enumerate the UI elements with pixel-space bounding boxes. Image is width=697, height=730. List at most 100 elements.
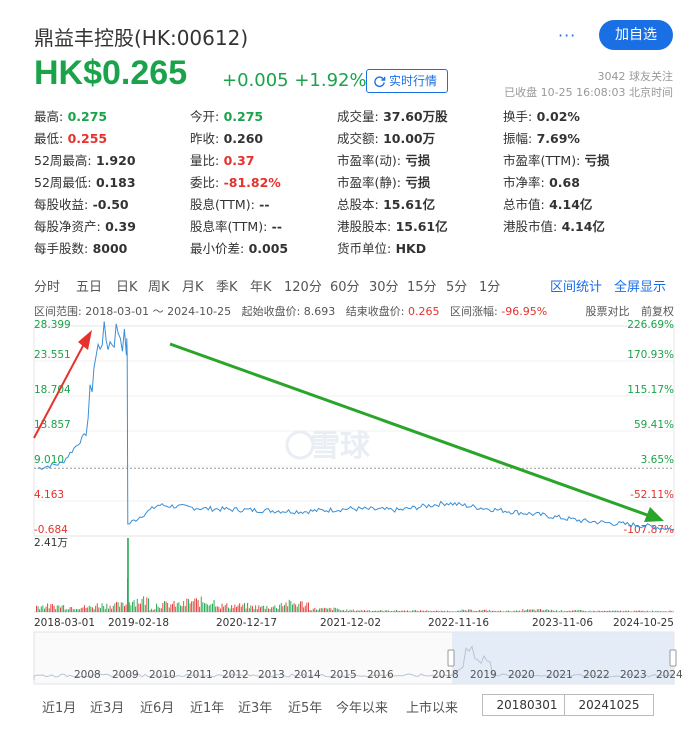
- volume-bar: [39, 609, 41, 612]
- volume-bar: [300, 601, 301, 612]
- volume-bar: [658, 611, 660, 612]
- start-date-input[interactable]: [482, 694, 572, 716]
- quote-cell: 股息(TTM): --: [190, 194, 270, 213]
- volume-bar: [384, 610, 386, 612]
- range-shortcut-7[interactable]: 上市以来: [406, 701, 459, 716]
- tab-五日[interactable]: 五日: [76, 280, 103, 295]
- tab-5分[interactable]: 5分: [446, 280, 468, 295]
- volume-bar: [666, 611, 668, 612]
- volume-bar: [261, 606, 263, 612]
- range-shortcut-1[interactable]: 近3月: [90, 701, 125, 716]
- quote-label: 总股本:: [337, 197, 379, 212]
- volume-bar: [482, 609, 484, 612]
- quote-cell: 最高: 0.275: [34, 106, 107, 125]
- y-left-tick: 4.163: [34, 489, 64, 501]
- volume-bar: [154, 609, 156, 612]
- realtime-quote-button[interactable]: 实时行情: [366, 69, 448, 93]
- price-line-series[interactable]: [37, 321, 675, 532]
- navigator-selection[interactable]: [452, 632, 674, 684]
- volume-bar: [186, 598, 188, 612]
- volume-bar: [615, 610, 617, 612]
- volume-bar: [439, 611, 441, 612]
- volume-bar: [357, 610, 359, 612]
- volume-bar: [148, 598, 149, 612]
- y-left-tick: 28.399: [34, 319, 71, 331]
- volume-bar: [125, 604, 127, 612]
- volume-bar: [45, 606, 47, 612]
- volume-bar: [364, 610, 365, 612]
- volume-bar: [480, 610, 482, 612]
- tab-1分[interactable]: 1分: [479, 280, 501, 295]
- quote-value: --: [254, 197, 270, 212]
- navigator-right-handle[interactable]: [669, 649, 677, 667]
- price-change: +0.005 +1.92%: [222, 70, 367, 91]
- range-shortcut-6[interactable]: 今年以来: [336, 701, 389, 716]
- volume-bar: [114, 603, 116, 612]
- volume-bar: [191, 601, 193, 612]
- volume-bar: [288, 599, 290, 612]
- tab-15分[interactable]: 15分: [407, 280, 437, 295]
- start-price-label: 起始收盘价:: [241, 305, 301, 318]
- more-options-button[interactable]: ···: [558, 26, 577, 45]
- tab-月K[interactable]: 月K: [182, 280, 204, 295]
- tab-120分[interactable]: 120分: [284, 280, 322, 295]
- tab-周K[interactable]: 周K: [148, 280, 170, 295]
- volume-bar: [244, 602, 245, 612]
- volume-bar: [268, 608, 269, 612]
- range-shortcut-2[interactable]: 近6月: [140, 701, 175, 716]
- tab-分时[interactable]: 分时: [34, 280, 61, 295]
- volume-bar: [343, 609, 345, 612]
- price-adjust-select[interactable]: 前复权: [641, 305, 674, 318]
- volume-bar: [271, 607, 273, 612]
- range-stats-link[interactable]: 区间统计: [550, 280, 603, 295]
- volume-bar: [52, 604, 53, 612]
- volume-bar: [522, 609, 524, 612]
- y-left-tick: -0.684: [34, 524, 68, 536]
- followers-count[interactable]: 3042 球友关注: [597, 70, 674, 83]
- volume-bar: [360, 609, 362, 612]
- volume-bar: [664, 611, 666, 612]
- range-shortcut-5[interactable]: 近5年: [288, 701, 323, 716]
- volume-bar: [362, 610, 364, 612]
- quote-label: 昨收:: [190, 131, 220, 146]
- navigator-year-label: 2022: [583, 669, 610, 681]
- navigator-year-label: 2016: [367, 669, 394, 681]
- volume-bar: [212, 603, 213, 612]
- quote-cell: 52周最高: 1.920: [34, 150, 136, 169]
- quote-value: 0.39: [100, 219, 136, 234]
- stock-compare-link[interactable]: 股票对比: [585, 305, 630, 318]
- volume-bar: [247, 602, 249, 612]
- range-shortcut-4[interactable]: 近3年: [238, 701, 273, 716]
- volume-bar: [573, 610, 575, 612]
- volume-bar: [376, 611, 378, 612]
- volume-bar: [452, 611, 453, 612]
- tab-60分[interactable]: 60分: [330, 280, 360, 295]
- volume-bar: [165, 601, 167, 612]
- quote-value: --: [267, 219, 283, 234]
- volume-bar: [461, 609, 463, 612]
- tab-年K[interactable]: 年K: [250, 280, 272, 295]
- volume-bar: [146, 597, 148, 612]
- volume-bar: [378, 610, 380, 612]
- volume-bar: [109, 605, 111, 612]
- volume-bar: [237, 605, 239, 612]
- fullscreen-link[interactable]: 全屏显示: [614, 280, 667, 295]
- quote-label: 最小价差:: [190, 241, 245, 256]
- range-shortcut-0[interactable]: 近1月: [42, 701, 77, 716]
- end-price-label: 结束收盘价:: [345, 305, 405, 318]
- navigator-left-handle[interactable]: [447, 649, 455, 667]
- range-shortcut-3[interactable]: 近1年: [190, 701, 225, 716]
- price-chart[interactable]: 28.399 226.69%23.551 170.93%18.704 115.17%1…: [0, 316, 697, 690]
- quote-label: 量比:: [190, 153, 220, 168]
- end-date-input[interactable]: [564, 694, 654, 716]
- tab-季K[interactable]: 季K: [216, 280, 238, 295]
- tab-日K[interactable]: 日K: [116, 280, 138, 295]
- volume-bar: [47, 603, 49, 612]
- volume-bar: [319, 608, 321, 612]
- tab-30分[interactable]: 30分: [369, 280, 399, 295]
- volume-bar: [68, 609, 69, 612]
- volume-bar: [309, 610, 311, 612]
- add-watchlist-button[interactable]: 加自选: [599, 20, 673, 50]
- volume-bar: [540, 609, 541, 612]
- volume-bar: [258, 605, 260, 612]
